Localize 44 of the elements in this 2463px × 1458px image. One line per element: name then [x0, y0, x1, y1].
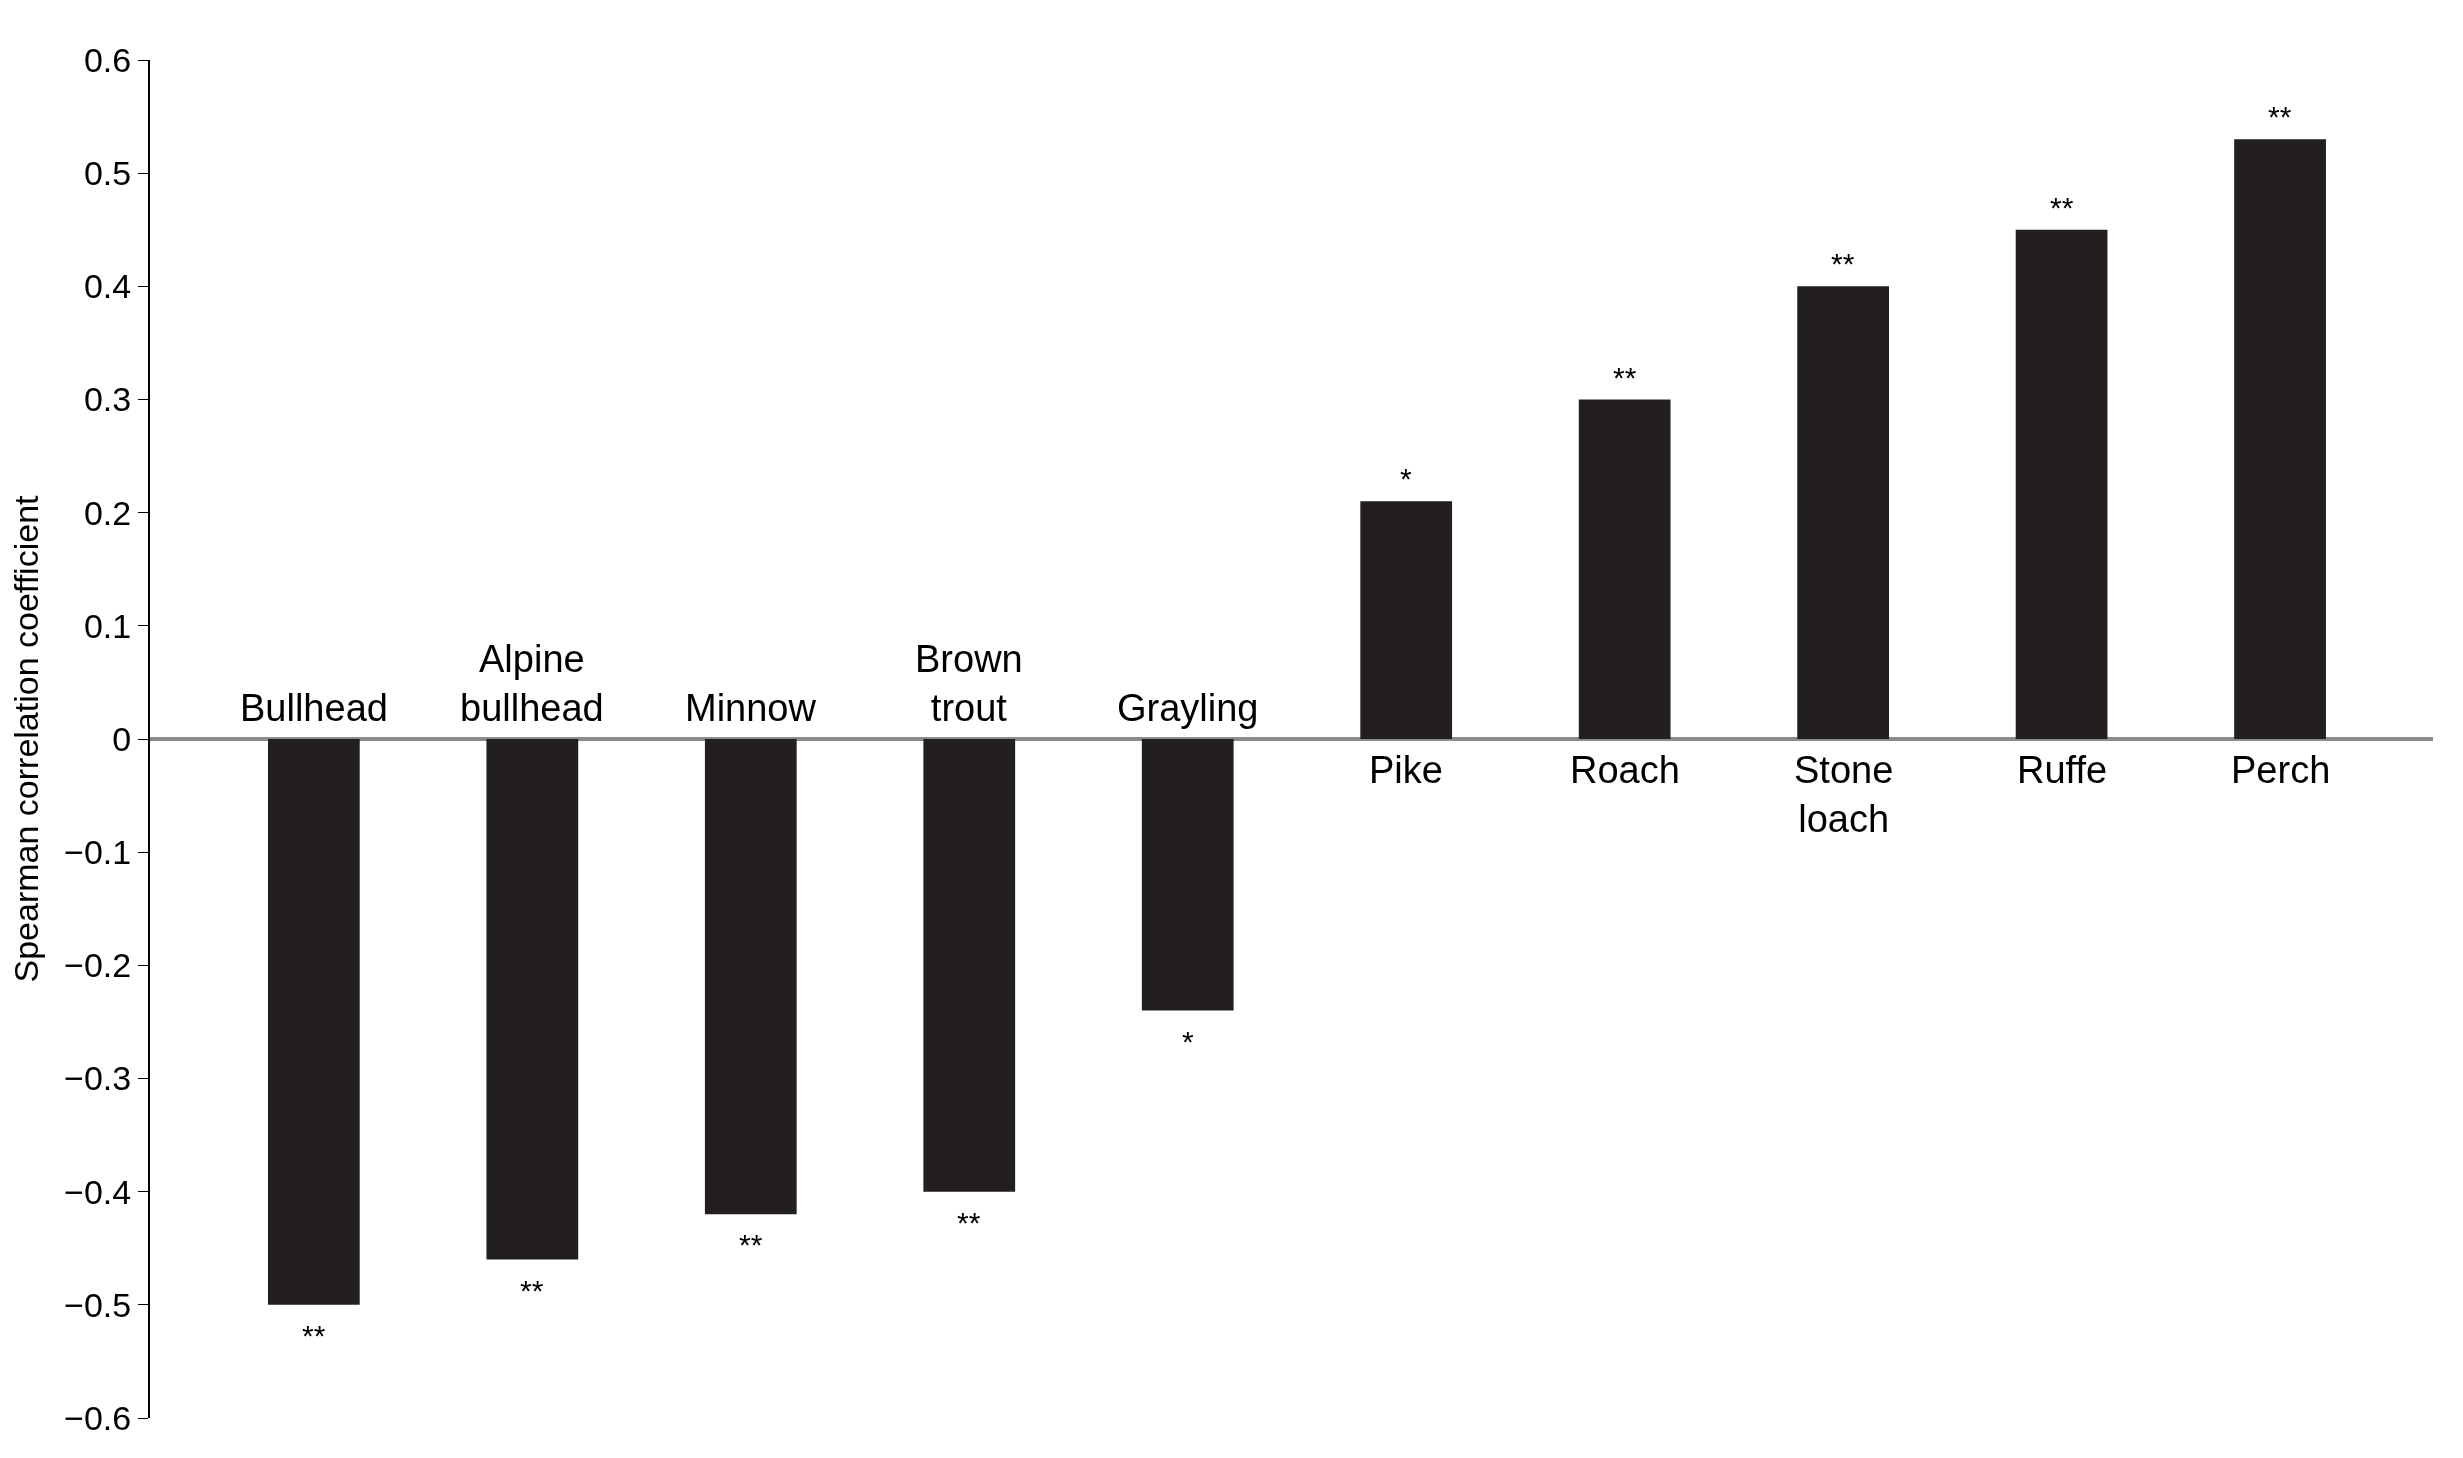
bar	[1141, 739, 1234, 1011]
x-tick-label: Ruffe	[2017, 749, 2108, 791]
annotation: **	[2268, 100, 2292, 133]
y-tick-label: 0	[112, 719, 132, 758]
x-tick-label: Alpine bullhead	[460, 638, 604, 730]
bar	[2234, 139, 2326, 739]
bar	[267, 739, 360, 1305]
y-tick-label: 0.6	[83, 40, 132, 79]
bar	[923, 739, 1016, 1192]
bar	[1360, 501, 1453, 739]
annotation: **	[957, 1206, 981, 1239]
annotation: **	[2050, 191, 2074, 224]
y-axis-title: Spearman correlation coefficient	[7, 494, 46, 983]
y-tick-label: −0.5	[64, 1285, 132, 1324]
y-tick-label: −0.3	[64, 1059, 132, 1098]
y-tick-label: −0.4	[64, 1172, 132, 1211]
annotation: *	[1400, 462, 1412, 495]
x-tick-label: Grayling	[1117, 687, 1259, 729]
bar	[1578, 399, 1671, 739]
annotation: **	[520, 1274, 544, 1307]
x-tick-label: Perch	[2231, 749, 2331, 791]
x-tick-label: Brown trout	[915, 638, 1023, 730]
bar	[486, 739, 579, 1260]
annotation: **	[739, 1228, 763, 1261]
bar	[2015, 229, 2108, 739]
y-tick-label: 0.4	[83, 267, 132, 306]
x-tick-label: Roach	[1570, 749, 1680, 791]
annotation: **	[1831, 247, 1855, 280]
bar	[1797, 286, 1890, 739]
annotation: **	[302, 1319, 326, 1352]
y-tick-label: −0.1	[64, 833, 132, 872]
y-tick-label: −0.6	[64, 1398, 132, 1437]
x-tick-label: Pike	[1369, 749, 1443, 791]
annotation: *	[1182, 1025, 1194, 1058]
y-tick-label: 0.3	[83, 380, 132, 419]
y-tick-label: 0.5	[83, 154, 132, 193]
x-tick-label: Stone loach	[1794, 749, 1894, 841]
x-tick-label: Bullhead	[240, 687, 388, 729]
y-tick-label: −0.2	[64, 946, 132, 985]
annotation: **	[1613, 361, 1637, 394]
y-tick-label: 0.2	[83, 493, 132, 532]
y-tick-label: 0.1	[83, 606, 132, 645]
x-tick-label: Minnow	[685, 687, 817, 729]
bar	[704, 739, 797, 1215]
